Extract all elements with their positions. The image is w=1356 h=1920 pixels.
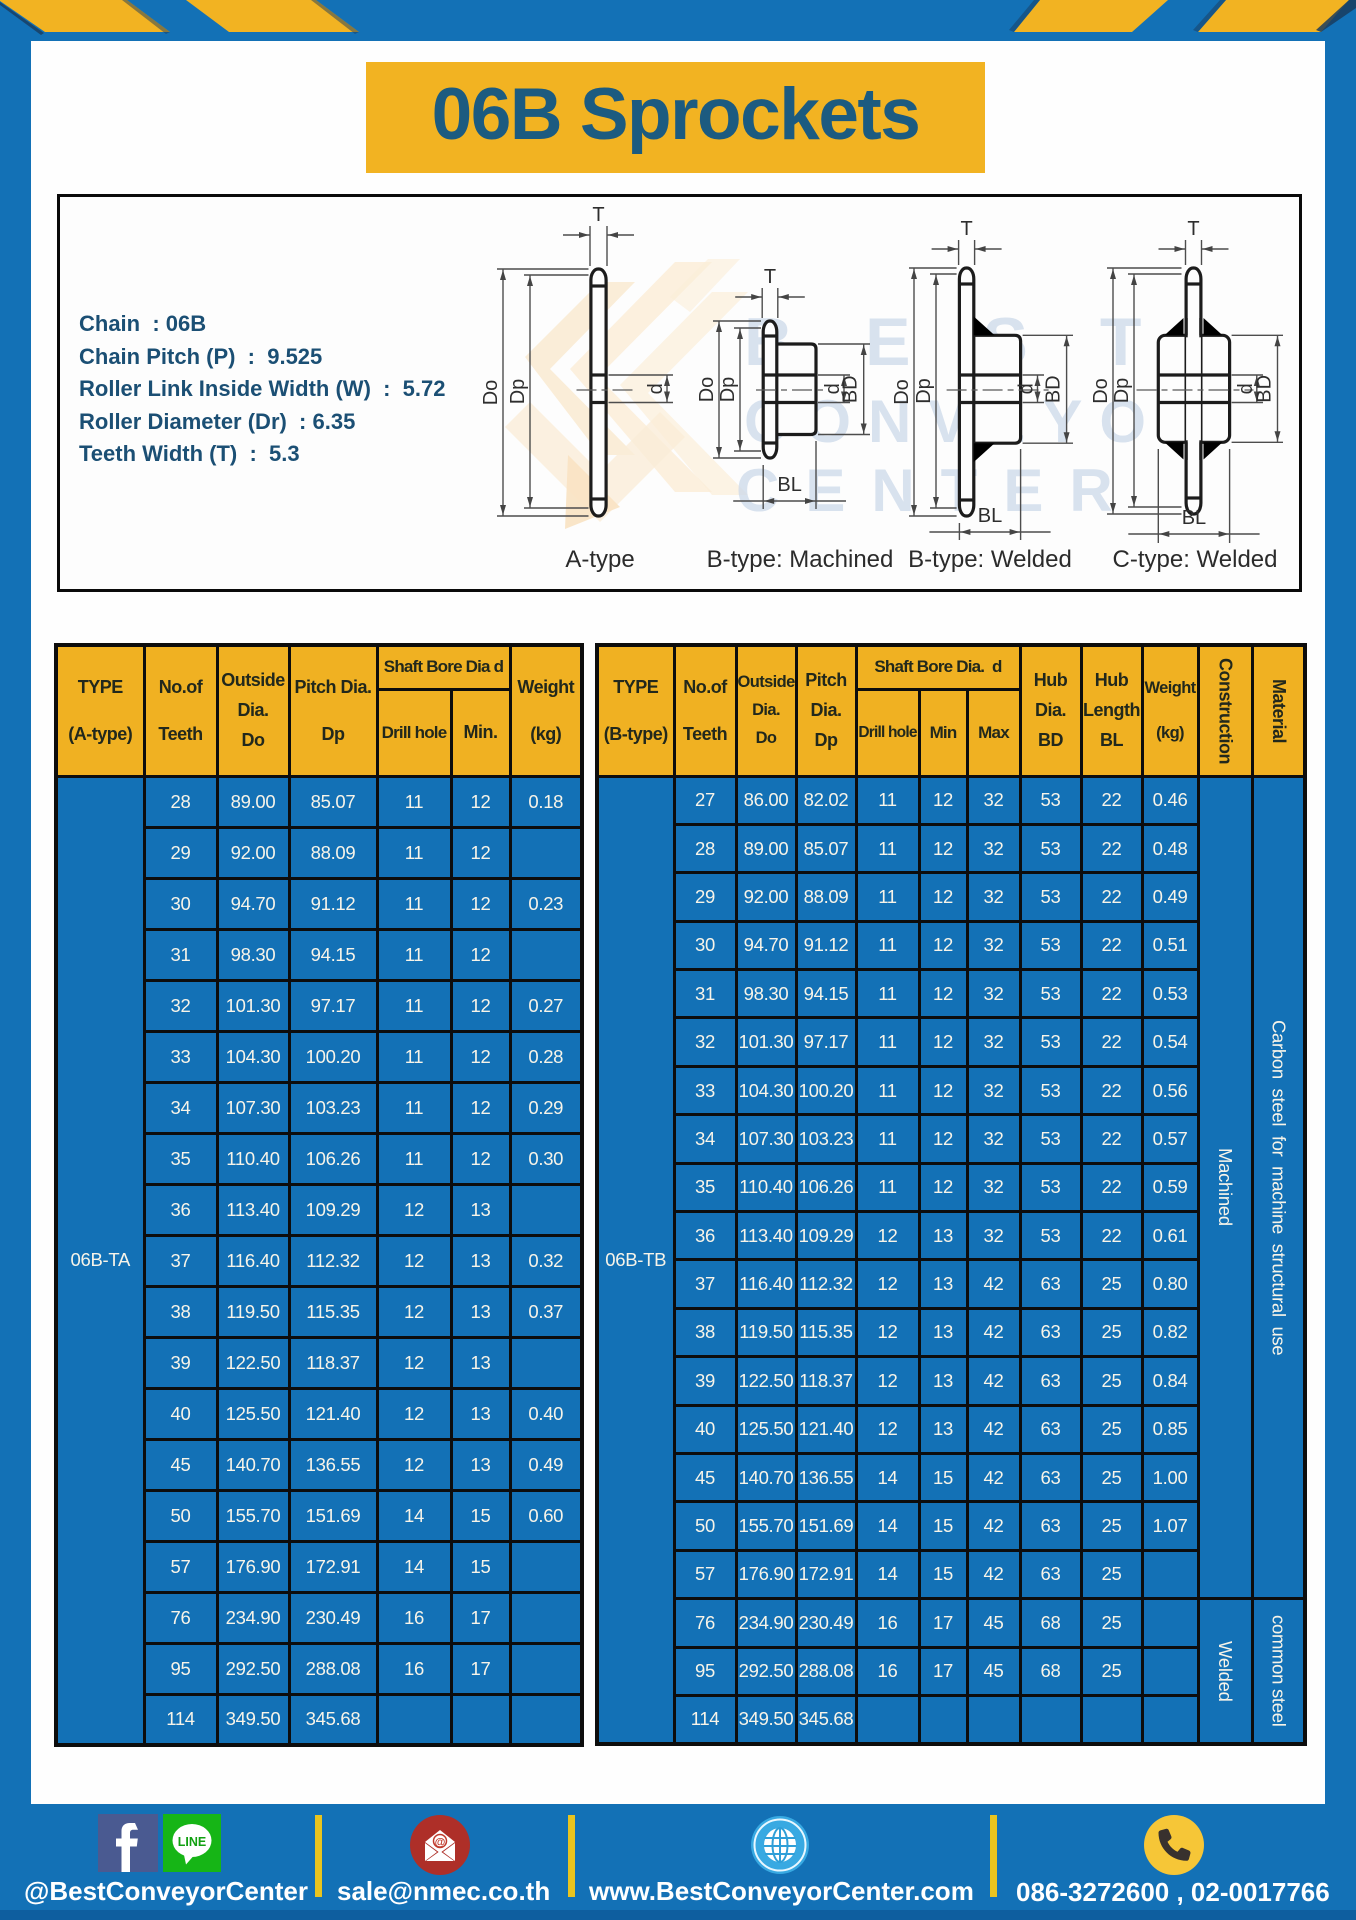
svg-text:@: @ xyxy=(435,1837,446,1849)
svg-text:T: T xyxy=(1187,218,1199,240)
svg-text:T: T xyxy=(764,266,776,288)
svg-text:Do: Do xyxy=(480,380,502,406)
svg-text:BL: BL xyxy=(777,474,801,496)
svg-text:Dp: Dp xyxy=(717,377,739,403)
svg-text:Do: Do xyxy=(891,379,913,405)
svg-text:Dp: Dp xyxy=(507,379,529,405)
svg-text:d: d xyxy=(822,383,844,394)
svg-text:d: d xyxy=(1016,383,1038,394)
svg-text:d: d xyxy=(645,383,667,394)
svg-text:BL: BL xyxy=(1182,507,1206,529)
svg-text:BD: BD xyxy=(1043,375,1065,403)
svg-text:Dp: Dp xyxy=(1111,378,1133,404)
svg-text:Do: Do xyxy=(1090,378,1112,404)
svg-text:Do: Do xyxy=(696,377,718,403)
svg-text:Dp: Dp xyxy=(913,378,935,404)
svg-text:T: T xyxy=(592,204,604,226)
svg-text:BD: BD xyxy=(840,375,862,403)
svg-text:BL: BL xyxy=(978,505,1002,527)
svg-text:d: d xyxy=(1235,383,1257,394)
svg-text:BD: BD xyxy=(1254,375,1276,403)
svg-text:T: T xyxy=(960,218,972,240)
svg-text:LINE: LINE xyxy=(178,1835,206,1849)
svg-text:CENTER: CENTER xyxy=(736,457,1139,524)
